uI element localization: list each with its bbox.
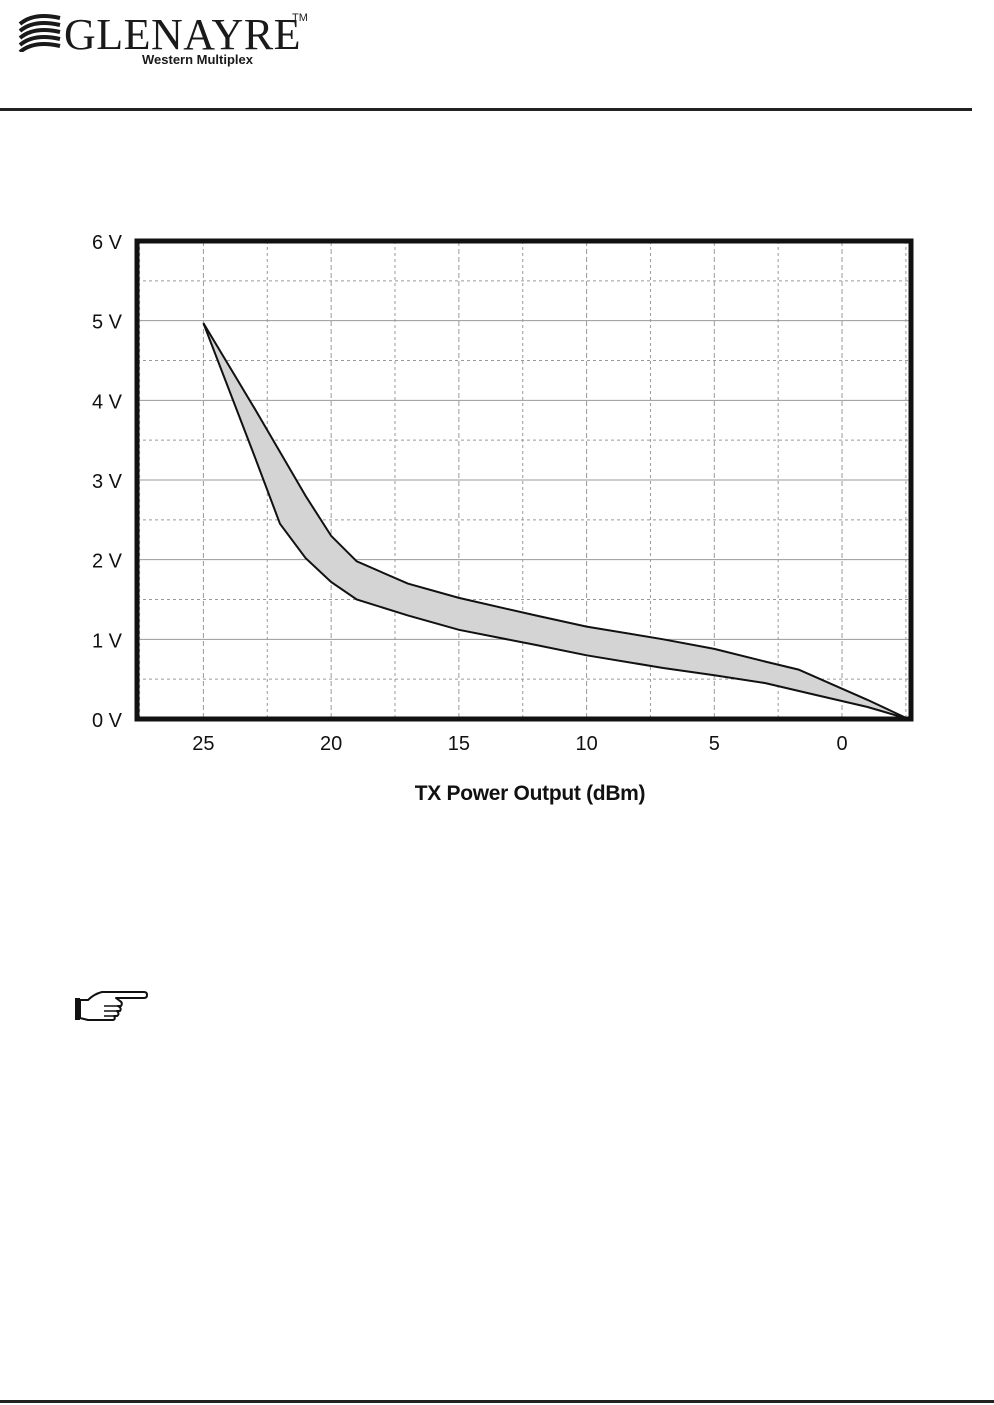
x-tick-label: 10 [575, 733, 597, 755]
header-rule [0, 108, 972, 111]
x-tick-label: 15 [448, 733, 470, 755]
brand-subtitle: Western Multiplex [142, 52, 254, 67]
brand-name: GLENAYRE [64, 10, 302, 59]
chart-grid [137, 241, 911, 719]
y-tick-label: 4 V [92, 391, 123, 413]
x-tick-label: 0 [836, 733, 847, 755]
pointing-hand-icon [74, 988, 148, 1029]
footer-rule [0, 1400, 994, 1403]
plot-frame [134, 238, 914, 722]
trademark-mark: TM [292, 12, 308, 24]
y-tick-label: 3 V [92, 471, 123, 493]
x-tick-label: 20 [320, 733, 342, 755]
glenayre-logo: GLENAYRE TM Western Multiplex [18, 10, 318, 68]
lower-curve-line [202, 322, 909, 720]
y-tick-label: 6 V [92, 232, 123, 254]
x-tick-label: 25 [192, 733, 214, 755]
glenayre-wave-logo-icon [18, 14, 61, 52]
voltage-band-area [203, 323, 909, 719]
upper-curve-line [202, 322, 909, 720]
y-tick-label: 1 V [92, 630, 123, 652]
x-axis-title: TX Power Output (dBm) [414, 782, 646, 805]
y-tick-label: 0 V [92, 710, 123, 732]
y-tick-label: 5 V [92, 312, 123, 334]
y-tick-label: 2 V [92, 551, 123, 573]
tx-power-chart: 0 V 1 V 2 V 3 V 4 V 5 V 6 V 25 20 15 10 5 0 [92, 232, 914, 755]
y-tick-labels: 0 V 1 V 2 V 3 V 4 V 5 V 6 V [92, 232, 123, 732]
x-tick-labels: 25 20 15 10 5 0 [192, 733, 847, 755]
x-tick-label: 5 [709, 733, 720, 755]
